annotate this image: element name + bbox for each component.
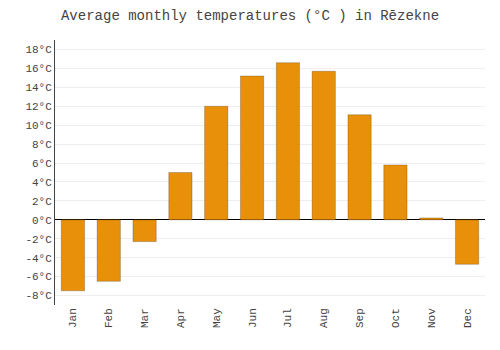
svg-text:Average monthly temperatures (: Average monthly temperatures (°C ) in Rē… (61, 8, 439, 24)
svg-text:-4°C: -4°C (25, 253, 52, 265)
svg-text:Oct: Oct (390, 308, 402, 328)
svg-text:18°C: 18°C (25, 44, 52, 56)
svg-text:Jul: Jul (282, 308, 294, 328)
svg-text:16°C: 16°C (25, 63, 52, 75)
svg-text:Jun: Jun (247, 308, 259, 328)
svg-text:May: May (211, 308, 223, 328)
svg-text:Mar: Mar (139, 308, 151, 328)
svg-text:8°C: 8°C (32, 139, 52, 151)
svg-text:4°C: 4°C (32, 177, 52, 189)
svg-text:-6°C: -6°C (25, 271, 52, 283)
svg-text:-8°C: -8°C (25, 290, 52, 302)
svg-text:Jan: Jan (67, 308, 79, 328)
svg-text:0°C: 0°C (32, 215, 52, 227)
svg-text:Aug: Aug (318, 308, 330, 328)
svg-text:12°C: 12°C (25, 101, 52, 113)
svg-text:Sep: Sep (354, 308, 366, 328)
svg-text:Feb: Feb (103, 308, 115, 328)
svg-text:Nov: Nov (426, 308, 438, 328)
svg-text:-2°C: -2°C (25, 234, 52, 246)
svg-text:6°C: 6°C (32, 158, 52, 170)
svg-text:Apr: Apr (175, 308, 187, 328)
svg-text:Dec: Dec (462, 308, 474, 328)
svg-text:2°C: 2°C (32, 196, 52, 208)
svg-text:10°C: 10°C (25, 120, 52, 132)
svg-text:14°C: 14°C (25, 82, 52, 94)
